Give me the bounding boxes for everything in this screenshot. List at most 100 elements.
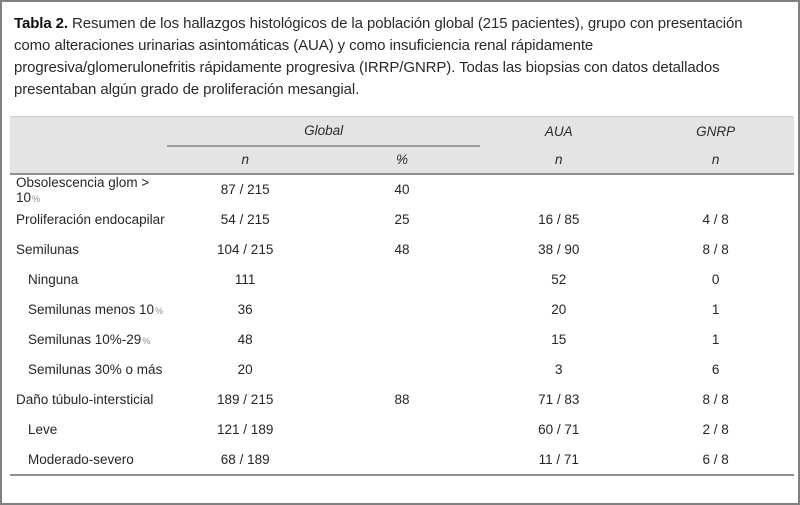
row-label: Ninguna xyxy=(10,264,167,295)
row-label-small-percent: % xyxy=(155,306,164,316)
cell-global-pct: 25 xyxy=(323,204,481,235)
cell-global-pct xyxy=(323,354,481,385)
header-group-row: Global AUA GNRP xyxy=(10,116,794,147)
header-group-gnrp: GNRP xyxy=(637,116,794,146)
cell-global-n: 111 xyxy=(166,264,324,295)
caption-table-number: Tabla 2. xyxy=(14,15,68,32)
cell-gnrp-n: 1 xyxy=(637,294,794,325)
row-label-small-percent xyxy=(134,456,135,466)
cell-global-n: 189 / 215 xyxy=(166,384,324,415)
cell-aua-n: 15 xyxy=(480,324,638,355)
cell-gnrp-n: 6 xyxy=(637,354,794,385)
cell-gnrp-n: 2 / 8 xyxy=(637,414,794,445)
cell-aua-n: 11 / 71 xyxy=(480,444,638,476)
row-label-text: Moderado-severo xyxy=(28,451,134,467)
row-label-text: Semilunas xyxy=(16,242,80,257)
cell-global-n: 20 xyxy=(166,354,324,385)
row-label-text: Semilunas menos 10 xyxy=(28,302,155,317)
row-label: Semilunas 30% o más xyxy=(10,354,167,385)
cell-aua-n: 3 xyxy=(480,354,638,385)
row-label-small-percent xyxy=(79,246,80,256)
header-corner-empty xyxy=(10,116,167,146)
header-global-pct: % xyxy=(323,145,481,175)
header-gnrp-n: n xyxy=(637,145,794,175)
cell-global-pct xyxy=(323,294,481,325)
table-header: Global AUA GNRP n % n n xyxy=(10,116,794,175)
caption-line: progresiva/glomerulonefritis rápidamente… xyxy=(14,59,720,76)
cell-aua-n: 60 / 71 xyxy=(480,414,638,445)
row-label-small-percent xyxy=(165,216,166,226)
cell-gnrp-n: 8 / 8 xyxy=(637,384,794,415)
header-global-n: n xyxy=(166,145,324,175)
cell-gnrp-n: 4 / 8 xyxy=(637,204,794,235)
header-corner-empty xyxy=(10,145,167,175)
cell-global-n: 121 / 189 xyxy=(166,414,324,445)
row-label-text: Leve xyxy=(28,422,58,437)
table-row: Obsolescencia glom > 10% 87 / 215 40 xyxy=(10,173,794,205)
row-label: Daño túbulo-intersticial xyxy=(10,384,167,415)
row-label: Obsolescencia glom > 10% xyxy=(10,173,167,205)
header-sub-row: n % n n xyxy=(10,145,794,175)
table-row: Semilunas 104 / 215 48 38 / 90 8 / 8 xyxy=(10,234,794,265)
cell-global-n: 54 / 215 xyxy=(166,204,324,235)
row-label-text: Obsolescencia glom > 10 xyxy=(16,174,150,205)
cell-global-n: 68 / 189 xyxy=(166,444,324,476)
row-label: Leve xyxy=(10,414,167,445)
cell-global-pct xyxy=(323,264,481,295)
row-label: Moderado-severo xyxy=(10,444,167,476)
header-group-global: Global xyxy=(166,116,481,147)
row-label-text: Daño túbulo-intersticial xyxy=(16,392,154,407)
header-aua-n: n xyxy=(480,145,638,175)
cell-aua-n xyxy=(480,173,638,205)
table-row: Ninguna 111 52 0 xyxy=(10,264,794,295)
row-label: Semilunas menos 10% xyxy=(10,294,167,325)
row-label: Proliferación endocapilar xyxy=(10,204,167,235)
cell-global-pct xyxy=(323,414,481,445)
cell-global-n: 104 / 215 xyxy=(166,234,324,265)
cell-global-pct: 40 xyxy=(323,173,481,205)
row-label-small-percent xyxy=(78,276,79,286)
cell-aua-n: 52 xyxy=(480,264,638,295)
cell-global-pct xyxy=(323,444,481,476)
table-row: Leve 121 / 189 60 / 71 2 / 8 xyxy=(10,414,794,445)
row-label: Semilunas xyxy=(10,234,167,265)
table-row: Semilunas 30% o más 20 3 6 xyxy=(10,354,794,385)
cell-gnrp-n: 8 / 8 xyxy=(637,234,794,265)
row-label-small-percent xyxy=(153,396,154,406)
cell-global-pct xyxy=(323,324,481,355)
table-caption: Tabla 2. Resumen de los hallazgos histol… xyxy=(14,13,786,101)
cell-global-pct: 48 xyxy=(323,234,481,265)
caption-line: como alteraciones urinarias asintomática… xyxy=(14,37,594,54)
caption-line: presentaban algún grado de proliferación… xyxy=(14,81,360,98)
table-row: Proliferación endocapilar 54 / 215 25 16… xyxy=(10,204,794,235)
row-label-text: Ninguna xyxy=(28,272,79,287)
cell-global-n: 48 xyxy=(166,324,324,355)
cell-gnrp-n: 6 / 8 xyxy=(637,444,794,476)
row-label-text: Semilunas 10%-29 xyxy=(28,332,142,347)
cell-gnrp-n xyxy=(637,173,794,205)
table-row: Semilunas menos 10% 36 20 1 xyxy=(10,294,794,325)
table-body: Obsolescencia glom > 10% 87 / 215 40 Pro… xyxy=(10,173,794,476)
caption-line: Tabla 2. Resumen de los hallazgos histol… xyxy=(14,13,786,35)
cell-global-n: 87 / 215 xyxy=(166,173,324,205)
row-label-small-percent: % xyxy=(32,193,41,204)
table-row: Semilunas 10%-29% 48 15 1 xyxy=(10,324,794,355)
row-label: Semilunas 10%-29% xyxy=(10,324,167,355)
cell-global-n: 36 xyxy=(166,294,324,325)
cell-aua-n: 20 xyxy=(480,294,638,325)
cell-aua-n: 71 / 83 xyxy=(480,384,638,415)
row-label-small-percent xyxy=(57,426,58,436)
caption-text: Resumen de los hallazgos histológicos de… xyxy=(72,15,743,32)
table-row: Daño túbulo-intersticial 189 / 215 88 71… xyxy=(10,384,794,415)
cell-gnrp-n: 0 xyxy=(637,264,794,295)
cell-aua-n: 16 / 85 xyxy=(480,204,638,235)
cell-gnrp-n: 1 xyxy=(637,324,794,355)
row-label-text: Proliferación endocapilar xyxy=(16,212,165,227)
cell-global-pct: 88 xyxy=(323,384,481,415)
cell-aua-n: 38 / 90 xyxy=(480,234,638,265)
row-label-small-percent: % xyxy=(142,336,151,346)
row-label-text: Semilunas 30% o más xyxy=(28,362,163,377)
row-label-small-percent xyxy=(162,366,163,376)
header-group-aua: AUA xyxy=(480,116,638,146)
